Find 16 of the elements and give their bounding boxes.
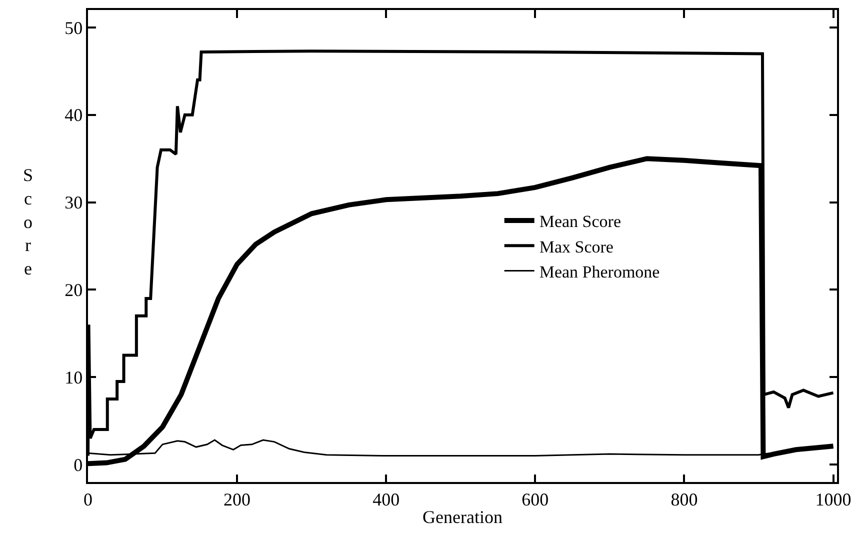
y-tick-label: 40 [64, 105, 83, 126]
y-tick-label: 20 [64, 280, 83, 300]
y-tick-label: 30 [64, 192, 83, 213]
legend-label: Mean Pheromone [539, 262, 660, 282]
y-tick-label: 50 [64, 18, 83, 38]
x-tick-label: 1000 [815, 489, 852, 510]
x-tick-label: 400 [372, 489, 400, 510]
x-tick-label: 200 [224, 489, 251, 510]
y-tick-label: 0 [74, 454, 83, 475]
x-axis-title: Generation [422, 506, 502, 527]
y-tick-label: 10 [64, 367, 83, 388]
x-tick-label: 800 [670, 489, 698, 510]
legend-label: Max Score [539, 237, 614, 256]
x-tick-label: 600 [522, 489, 549, 510]
legend-label: Mean Score [539, 212, 622, 232]
y-axis-title: Score [23, 165, 34, 279]
